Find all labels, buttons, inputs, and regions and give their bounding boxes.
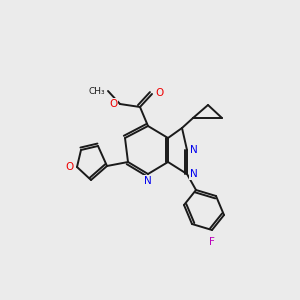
Text: F: F — [209, 237, 215, 247]
Text: N: N — [190, 145, 198, 155]
Text: O: O — [66, 162, 74, 172]
Text: N: N — [190, 169, 198, 179]
Text: O: O — [156, 88, 164, 98]
Text: N: N — [144, 176, 152, 186]
Text: O: O — [109, 99, 117, 109]
Text: CH₃: CH₃ — [89, 86, 105, 95]
